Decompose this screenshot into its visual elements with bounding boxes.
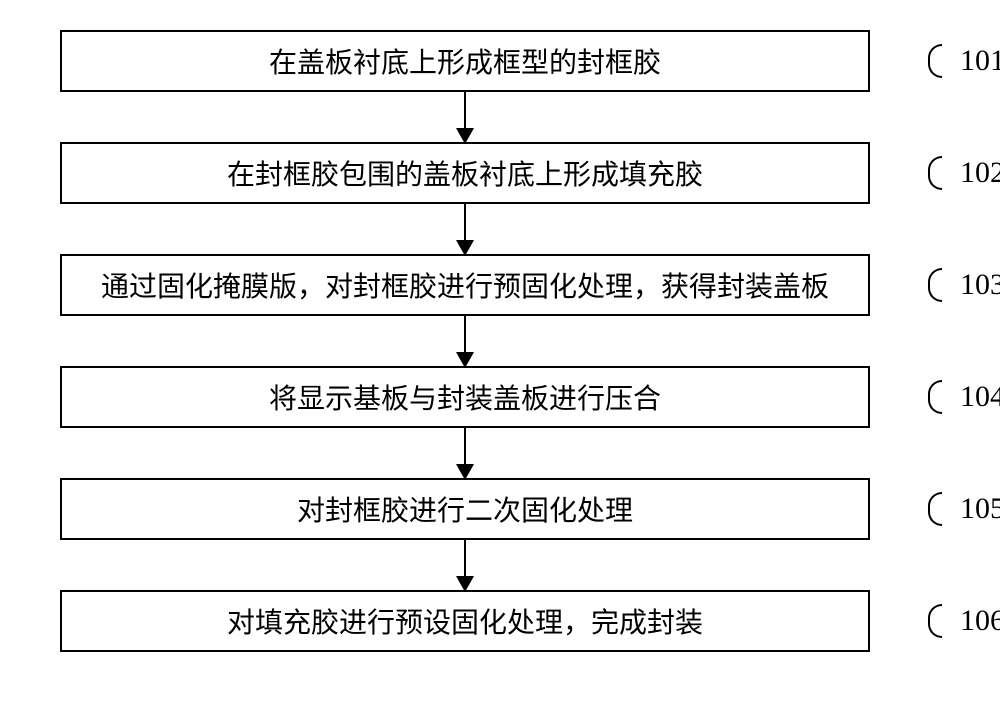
- step-text-1: 在盖板衬底上形成框型的封框胶: [269, 41, 661, 81]
- arrow-5: [464, 540, 466, 590]
- arrow-container-5: [60, 540, 870, 590]
- step-box-5: 对封框胶进行二次固化处理: [60, 478, 870, 540]
- arrow-container-3: [60, 316, 870, 366]
- step-text-6: 对填充胶进行预设固化处理，完成封装: [227, 601, 703, 641]
- connector-curve-3: [928, 268, 942, 302]
- step-row-5: 对封框胶进行二次固化处理 105: [60, 478, 940, 540]
- connector-curve-6: [928, 604, 942, 638]
- arrow-container-4: [60, 428, 870, 478]
- arrow-2: [464, 204, 466, 254]
- step-box-6: 对填充胶进行预设固化处理，完成封装: [60, 590, 870, 652]
- arrow-1: [464, 92, 466, 142]
- step-text-4: 将显示基板与封装盖板进行压合: [269, 377, 661, 417]
- step-text-3: 通过固化掩膜版，对封框胶进行预固化处理，获得封装盖板: [101, 265, 829, 305]
- arrow-container-2: [60, 204, 870, 254]
- step-label-2: 102: [960, 156, 1000, 190]
- step-box-1: 在盖板衬底上形成框型的封框胶: [60, 30, 870, 92]
- step-text-2: 在封框胶包围的盖板衬底上形成填充胶: [227, 153, 703, 193]
- step-box-3: 通过固化掩膜版，对封框胶进行预固化处理，获得封装盖板: [60, 254, 870, 316]
- connector-curve-4: [928, 380, 942, 414]
- step-label-1: 101: [960, 44, 1000, 78]
- step-label-3: 103: [960, 268, 1000, 302]
- connector-curve-5: [928, 492, 942, 526]
- step-row-4: 将显示基板与封装盖板进行压合 104: [60, 366, 940, 428]
- step-row-2: 在封框胶包围的盖板衬底上形成填充胶 102: [60, 142, 940, 204]
- step-box-4: 将显示基板与封装盖板进行压合: [60, 366, 870, 428]
- arrow-container-1: [60, 92, 870, 142]
- step-box-2: 在封框胶包围的盖板衬底上形成填充胶: [60, 142, 870, 204]
- step-row-1: 在盖板衬底上形成框型的封框胶 101: [60, 30, 940, 92]
- connector-curve-2: [928, 156, 942, 190]
- step-row-3: 通过固化掩膜版，对封框胶进行预固化处理，获得封装盖板 103: [60, 254, 940, 316]
- flowchart-container: 在盖板衬底上形成框型的封框胶 101 在封框胶包围的盖板衬底上形成填充胶 102…: [60, 30, 940, 652]
- arrow-4: [464, 428, 466, 478]
- step-label-6: 106: [960, 604, 1000, 638]
- step-row-6: 对填充胶进行预设固化处理，完成封装 106: [60, 590, 940, 652]
- step-label-4: 104: [960, 380, 1000, 414]
- arrow-3: [464, 316, 466, 366]
- step-text-5: 对封框胶进行二次固化处理: [297, 489, 633, 529]
- step-label-5: 105: [960, 492, 1000, 526]
- connector-curve-1: [928, 44, 942, 78]
